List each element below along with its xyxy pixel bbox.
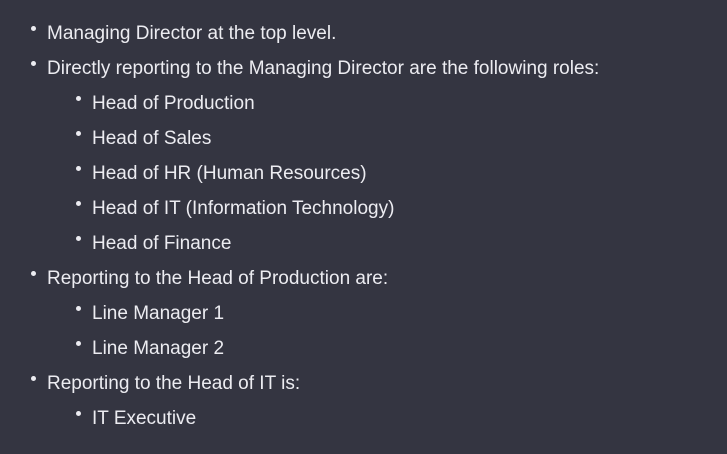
list-item-text: Head of IT (Information Technology) (92, 198, 395, 219)
list-item: Directly reporting to the Managing Direc… (0, 51, 727, 86)
bullet-icon (76, 236, 81, 241)
sub-list-item: Head of Sales (0, 121, 727, 156)
list-item: Managing Director at the top level. (0, 16, 727, 51)
sub-list-item: Head of Production (0, 86, 727, 121)
list-item-text: Head of Finance (92, 233, 232, 254)
list-item-text: Head of HR (Human Resources) (92, 163, 367, 184)
list-item: Reporting to the Head of Production are: (0, 261, 727, 296)
bullet-icon (31, 61, 36, 66)
list-item-text: Line Manager 1 (92, 303, 225, 324)
sub-list-item: Head of Finance (0, 226, 727, 261)
list-item-text: Reporting to the Head of IT is: (47, 373, 301, 394)
list-item-text: Line Manager 2 (92, 338, 225, 359)
bullet-icon (76, 201, 81, 206)
bullet-icon (31, 271, 36, 276)
bullet-icon (76, 131, 81, 136)
list-item: Reporting to the Head of IT is: (0, 366, 727, 401)
sub-list-item: Head of IT (Information Technology) (0, 191, 727, 226)
bullet-icon (76, 411, 81, 416)
bullet-icon (76, 341, 81, 346)
list-item-text: Head of Sales (92, 128, 212, 149)
sub-list-item: IT Executive (0, 401, 727, 436)
bullet-icon (76, 306, 81, 311)
bullet-icon (31, 376, 36, 381)
bullet-icon (31, 26, 36, 31)
bullet-icon (76, 96, 81, 101)
list-item-text: IT Executive (92, 408, 197, 429)
list-item-text: Directly reporting to the Managing Direc… (47, 58, 600, 79)
sub-list-item: Head of HR (Human Resources) (0, 156, 727, 191)
sub-list-item: Line Manager 1 (0, 296, 727, 331)
list-item-text: Head of Production (92, 93, 255, 114)
sub-list-item: Line Manager 2 (0, 331, 727, 366)
list-item-text: Reporting to the Head of Production are: (47, 268, 389, 289)
bullet-icon (76, 166, 81, 171)
list-item-text: Managing Director at the top level. (47, 23, 337, 44)
bullet-list: Managing Director at the top level. Dire… (0, 16, 727, 436)
